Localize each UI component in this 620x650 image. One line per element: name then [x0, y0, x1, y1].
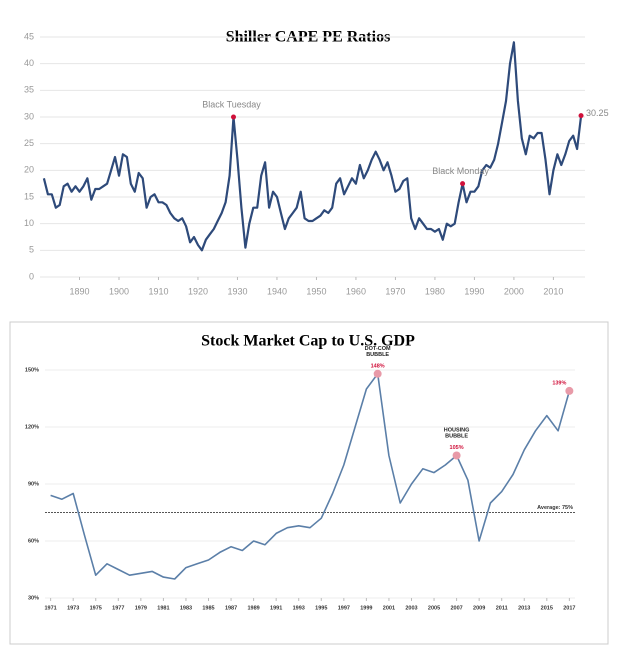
reference-label: Average: 75%: [537, 505, 573, 511]
x-tick-label: 1983: [180, 605, 192, 611]
y-tick-label: 90%: [28, 481, 39, 487]
x-tick-label: 1970: [385, 286, 405, 296]
value-label: 139%: [552, 380, 566, 386]
y-tick-label: 15: [24, 191, 34, 201]
x-tick-label: 1979: [135, 605, 147, 611]
x-tick-label: 2007: [450, 605, 462, 611]
x-tick-label: 1890: [69, 286, 89, 296]
y-tick-label: 5: [29, 245, 34, 255]
x-tick-label: 1995: [315, 605, 327, 611]
y-tick-label: 35: [24, 85, 34, 95]
x-tick-label: 1981: [157, 605, 169, 611]
annotation: HOUSING BUBBLE: [444, 428, 470, 440]
x-tick-label: 1997: [338, 605, 350, 611]
x-tick-label: 1991: [270, 605, 282, 611]
annotation: Black Monday: [432, 166, 489, 176]
x-tick-label: 2009: [473, 605, 485, 611]
value-label: 148%: [371, 363, 385, 369]
y-tick-label: 120%: [25, 424, 39, 430]
x-tick-label: 1950: [306, 286, 326, 296]
x-tick-label: 1987: [225, 605, 237, 611]
chart-title: Stock Market Cap to U.S. GDP: [201, 333, 415, 350]
annotation: DOT-COM BUBBLE: [365, 346, 391, 358]
y-tick-label: 150%: [25, 367, 39, 373]
y-tick-label: 20: [24, 165, 34, 175]
x-tick-label: 1900: [109, 286, 129, 296]
highlight-point: [373, 369, 382, 378]
x-tick-label: 1990: [464, 286, 484, 296]
x-tick-label: 1971: [45, 605, 57, 611]
x-tick-label: 1910: [148, 286, 168, 296]
highlight-point: [452, 451, 461, 460]
data-line: [50, 373, 571, 580]
x-tick-label: 1930: [227, 286, 247, 296]
y-tick-label: 45: [24, 31, 34, 41]
y-tick-label: 40: [24, 58, 34, 68]
highlight-point: [460, 181, 466, 187]
y-tick-label: 0: [29, 271, 34, 281]
x-tick-label: 1975: [90, 605, 102, 611]
x-tick-label: 2011: [496, 605, 508, 611]
x-tick-label: 2017: [563, 605, 575, 611]
y-tick-label: 60%: [28, 538, 39, 544]
y-tick-label: 30%: [28, 595, 39, 601]
x-tick-label: 2005: [428, 605, 440, 611]
highlight-point: [565, 386, 574, 395]
annotation: Black Tuesday: [202, 99, 261, 109]
x-tick-label: 1980: [425, 286, 445, 296]
y-tick-label: 25: [24, 138, 34, 148]
x-tick-label: 1989: [247, 605, 259, 611]
value-label: 30.25: [586, 108, 609, 118]
y-tick-label: 30: [24, 111, 34, 121]
x-tick-label: 1993: [293, 605, 305, 611]
x-tick-label: 1960: [346, 286, 366, 296]
x-tick-label: 1920: [188, 286, 208, 296]
value-label: 105%: [450, 445, 464, 451]
highlight-point: [578, 113, 584, 119]
x-tick-label: 2003: [405, 605, 417, 611]
highlight-point: [231, 114, 237, 120]
x-tick-label: 2001: [383, 605, 395, 611]
x-tick-label: 2013: [518, 605, 530, 611]
y-tick-label: 10: [24, 218, 34, 228]
x-tick-label: 1940: [267, 286, 287, 296]
x-tick-label: 2000: [504, 286, 524, 296]
x-tick-label: 2010: [543, 286, 563, 296]
x-tick-label: 1985: [202, 605, 214, 611]
x-tick-label: 1999: [360, 605, 372, 611]
x-tick-label: 1973: [67, 605, 79, 611]
x-tick-label: 2015: [541, 605, 553, 611]
x-tick-label: 1977: [112, 605, 124, 611]
data-line: [42, 41, 583, 252]
